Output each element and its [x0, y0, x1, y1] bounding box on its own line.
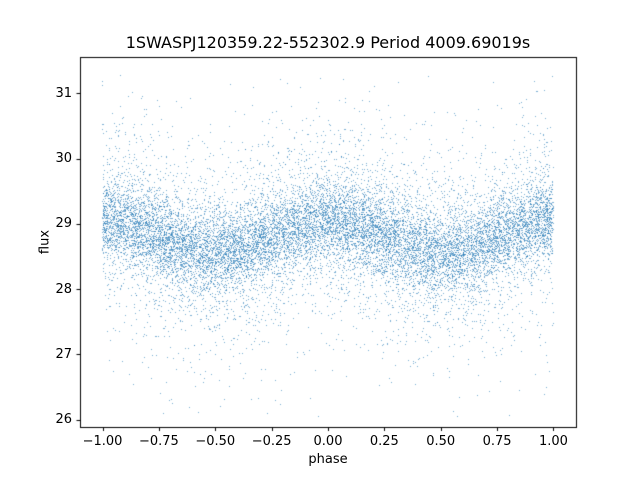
x-tick-label: −0.50 [195, 433, 236, 449]
x-axis-label: phase [308, 452, 348, 467]
x-tick-label: 0.50 [426, 433, 456, 449]
x-tick-label: −0.75 [138, 433, 179, 449]
y-tick-label: 28 [55, 281, 72, 297]
y-tick-label: 29 [55, 216, 72, 232]
y-axis-label: flux [37, 229, 53, 255]
x-tick-label: −1.00 [82, 433, 123, 449]
y-tick-label: 31 [55, 85, 72, 101]
y-tick-label: 26 [55, 412, 72, 428]
x-tick-label: 0.75 [482, 433, 512, 449]
x-tick-label: 1.00 [538, 433, 568, 449]
x-tick-label: 0.00 [313, 433, 343, 449]
x-tick-label: −0.25 [251, 433, 292, 449]
y-tick-label: 27 [55, 346, 72, 362]
y-tick-label: 30 [55, 151, 72, 167]
x-tick-label: 0.25 [369, 433, 399, 449]
